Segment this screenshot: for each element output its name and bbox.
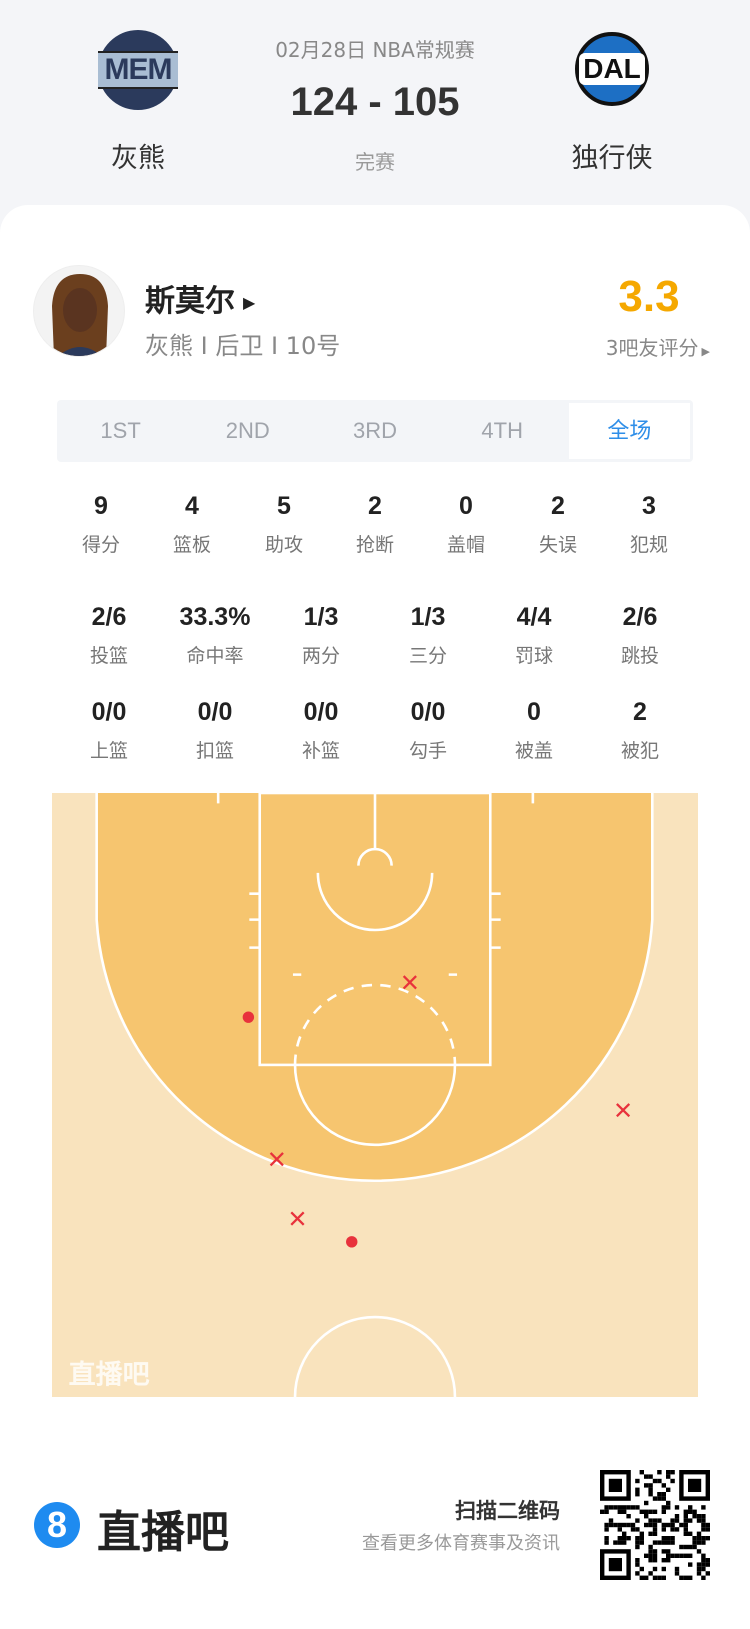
stat-value: 0/0 [197,698,233,726]
shot-made-marker [346,1236,358,1248]
arrow-right-icon: ▶ [701,345,710,358]
stat-value: 1/3 [410,603,446,631]
stat-value: 9 [94,492,108,520]
period-tabs: 1ST 2ND 3RD 4TH 全场 [57,400,693,462]
game-score: 124 - 105 [290,80,460,124]
stat-value: 0/0 [410,698,446,726]
qr-code[interactable] [600,1470,710,1580]
stat-label: 跳投 [620,645,660,667]
stat-label: 助攻 [264,534,304,556]
lane-marks [216,793,535,976]
stat-value: 0 [459,492,473,520]
stat-value: 2/6 [622,603,658,631]
stat-label: 被犯 [620,740,660,762]
player-info: 灰熊 I 后卫 I 10号 [145,332,341,360]
free-throw-circle-lower [293,1064,457,1147]
stat-label: 失误 [538,534,578,556]
stat-label: 被盖 [514,740,554,762]
stat-value: 2 [368,492,382,520]
shot-missed-marker [269,1152,284,1167]
scan-qr-subtitle: 查看更多体育赛事及资讯 [362,1533,560,1554]
court-watermark: 直播吧 [69,1360,150,1391]
paint [258,793,492,1067]
home-team-name: 灰熊 [111,143,165,174]
away-team-name: 独行侠 [571,143,653,174]
stat-value: 2 [551,492,565,520]
restricted-area [316,872,434,932]
stat-value: 1/3 [303,603,339,631]
stat-label: 扣篮 [195,740,235,762]
stat-label: 命中率 [186,645,244,667]
tab-1st[interactable]: 1ST [100,418,141,443]
three-point-area [96,793,653,1181]
tab-2nd[interactable]: 2ND [225,418,270,443]
stat-label: 上篮 [89,740,129,762]
stat-value: 0/0 [91,698,127,726]
player-name-link[interactable]: 斯莫尔 ▶ [145,284,256,319]
stat-value: 5 [277,492,291,520]
stat-value: 3 [642,492,656,520]
stat-label: 得分 [81,534,121,556]
shot-made-marker [242,1011,255,1023]
tab-full-game[interactable]: 全场 [568,403,691,459]
stat-label: 篮板 [172,534,212,556]
stat-value: 4/4 [516,603,552,631]
center-circle [293,1315,457,1397]
free-throw-circle-upper [293,983,457,1065]
hoop [357,847,393,866]
stat-label: 犯规 [629,534,669,556]
stat-label: 勾手 [408,740,448,762]
tab-3rd[interactable]: 3RD [353,418,398,443]
stat-label: 盖帽 [446,534,486,556]
stat-value: 2 [633,698,647,726]
stat-label: 罚球 [514,645,554,667]
stat-value: 0/0 [303,698,339,726]
stat-label: 三分 [408,645,448,667]
shot-missed-marker [290,1211,305,1226]
away-team-logo[interactable]: DAL [575,32,649,106]
game-status: 完赛 [355,150,395,174]
stat-label: 抢断 [355,534,395,556]
stat-value: 4 [185,492,199,520]
rating-link[interactable]: 3吧友评分 ▶ [605,336,710,360]
stat-value: 33.3% [179,603,251,631]
shot-missed-marker [616,1103,631,1118]
home-team-logo[interactable]: MEM [98,30,178,110]
stat-label: 投篮 [89,645,129,667]
player-avatar[interactable] [33,265,125,357]
stat-value: 2/6 [91,603,127,631]
brand-name: 直播吧 [97,1507,229,1558]
play-arrow-icon: ▶ [243,293,256,312]
game-date-league: 02月28日 NBA常规赛 [275,38,475,62]
tab-4th[interactable]: 4TH [481,418,523,443]
stat-label: 两分 [301,645,341,667]
shot-missed-marker [402,975,417,990]
three-point-line [95,793,654,1182]
player-rating: 3.3 [618,272,680,321]
brand-logo-icon: 8 [34,1502,80,1548]
shot-chart: 直播吧 [52,793,698,1397]
stat-label: 补篮 [301,740,341,762]
stat-value: 0 [527,698,541,726]
scan-qr-title: 扫描二维码 [455,1499,560,1523]
